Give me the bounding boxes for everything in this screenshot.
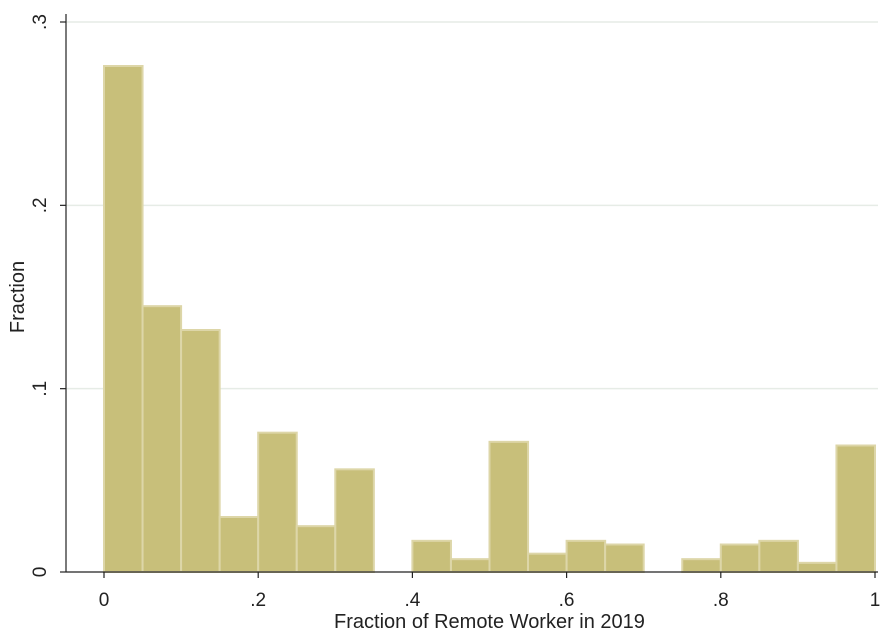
- y-tick-label-3: .3: [30, 14, 51, 30]
- x-tick-label-5: 1: [870, 590, 881, 611]
- y-tick-label-1: .1: [30, 381, 51, 397]
- x-tick-label-2: .4: [404, 590, 420, 611]
- bar-4: [257, 431, 298, 573]
- bar-11: [527, 552, 568, 574]
- axes: [65, 14, 878, 573]
- bar-12: [565, 539, 607, 573]
- bar-3: [218, 516, 260, 573]
- bar-16: [719, 543, 761, 573]
- bars: [103, 65, 877, 574]
- y-axis-title: Fraction: [7, 261, 29, 333]
- bar-15: [681, 558, 722, 574]
- bar-2: [180, 329, 221, 573]
- y-tick-label-2: .2: [30, 197, 51, 213]
- bar-1: [141, 305, 183, 573]
- bar-18: [796, 561, 838, 573]
- ticks: 0 .1 .2 .3 0 .2 .4 .6 .8 1: [30, 14, 880, 611]
- x-tick-label-4: .8: [713, 590, 729, 611]
- bar-19: [835, 444, 877, 573]
- x-tick-label-0: 0: [99, 590, 110, 611]
- bar-9: [449, 558, 491, 574]
- bar-10: [488, 440, 530, 574]
- bar-17: [758, 539, 799, 573]
- x-axis-title: Fraction of Remote Worker in 2019: [334, 611, 645, 633]
- y-tick-label-0: 0: [30, 567, 51, 578]
- x-tick-label-1: .2: [250, 590, 266, 611]
- bar-0: [103, 65, 144, 573]
- x-tick-label-3: .6: [559, 590, 575, 611]
- bar-5: [295, 525, 337, 574]
- bar-8: [411, 539, 452, 573]
- bar-13: [604, 543, 645, 573]
- bar-6: [334, 468, 375, 574]
